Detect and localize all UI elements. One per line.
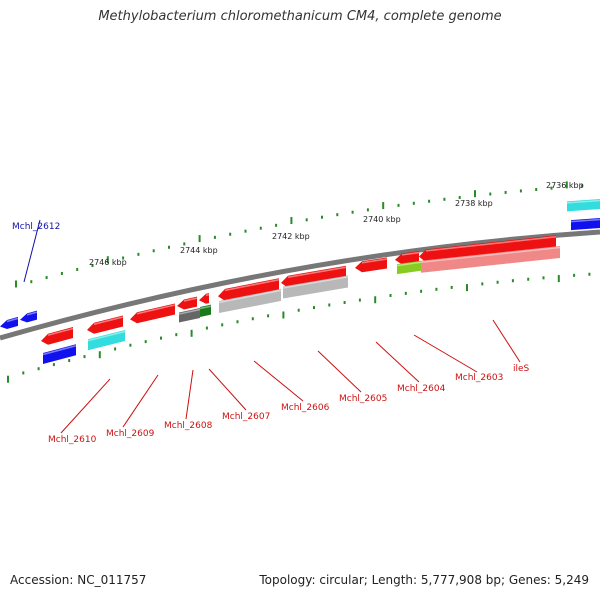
gene-arrow-forward	[177, 296, 197, 310]
gene-arrow-forward-highlight	[361, 258, 388, 264]
gene-arrow-forward	[419, 235, 556, 263]
genome-backbone	[0, 229, 600, 341]
gene-block-light-gray-highlight	[282, 276, 349, 289]
leader-line	[208, 368, 247, 411]
gene-label-mchl-2608: Mchl_2608	[164, 421, 213, 431]
gene-arrow-forward-highlight	[287, 266, 347, 278]
kbp-label: 2736 kbp	[546, 181, 584, 190]
gene-block-cyan	[88, 330, 125, 351]
gene-arrow-forward	[218, 278, 279, 301]
gene-block-dark-gray	[179, 308, 200, 323]
gene-block-reverse-highlight	[570, 218, 600, 223]
gene-label-mchl-2607: Mchl_2607	[222, 412, 270, 422]
gene-arrow-forward-highlight	[183, 297, 198, 302]
gene-arrow-reverse-highlight	[26, 311, 38, 316]
gene-arrow-forward-highlight	[47, 327, 74, 336]
gene-block-green-highlight	[199, 305, 212, 310]
kbp-label: 2742 kbp	[272, 232, 310, 241]
gene-block-lime	[397, 260, 421, 275]
gene-label-iles: ileS	[513, 364, 530, 374]
gene-features	[0, 199, 600, 365]
gene-block-light-gray	[283, 275, 348, 299]
gene-block-reverse-highlight	[42, 345, 77, 356]
gene-label-mchl-2609: Mchl_2609	[106, 429, 155, 439]
gene-block-pink-highlight	[420, 246, 561, 264]
leader-line	[375, 341, 420, 383]
leader-line	[60, 378, 111, 434]
gene-arrow-forward-highlight	[136, 304, 176, 315]
leader-line	[317, 350, 362, 393]
gene-arrow-forward	[395, 251, 419, 265]
gene-arrow-reverse-highlight	[6, 317, 19, 323]
gene-arrow-forward-highlight	[401, 251, 420, 256]
gene-label-mchl-2612: Mchl_2612	[12, 222, 60, 232]
genome-summary-text: Topology: circular; Length: 5,777,908 bp…	[259, 573, 589, 587]
gene-arrow-forward-highlight	[425, 236, 557, 252]
kbp-labels: 2736 kbp 2738 kbp 2740 kbp 2742 kbp 2744…	[89, 181, 584, 267]
gene-block-lime-highlight	[396, 261, 422, 267]
gene-labels: Mchl_2612 Mchl_2610 Mchl_2609 Mchl_2608 …	[12, 222, 530, 445]
gene-block-cyan-highlight	[566, 199, 600, 204]
gene-block-reverse	[43, 344, 76, 365]
gene-arrow-forward	[87, 315, 123, 334]
leader-line	[23, 219, 41, 283]
leader-line	[492, 319, 521, 363]
gene-block-green	[200, 304, 211, 317]
kbp-label: 2744 kbp	[180, 246, 218, 255]
gene-label-mchl-2603: Mchl_2603	[455, 373, 503, 383]
gene-label-mchl-2604: Mchl_2604	[397, 384, 446, 394]
gene-block-cyan-highlight	[87, 330, 126, 342]
gene-block-reverse	[571, 218, 600, 231]
gene-block-light-gray	[219, 288, 281, 314]
gene-block-cyan	[567, 199, 600, 212]
kbp-label: 2740 kbp	[363, 215, 401, 224]
gene-arrow-forward-highlight	[224, 279, 280, 292]
gene-label-mchl-2605: Mchl_2605	[339, 394, 387, 404]
gene-arrow-forward	[130, 303, 175, 324]
gene-arrow-forward	[41, 327, 73, 345]
leader-line	[413, 334, 478, 373]
gene-block-light-gray-highlight	[218, 289, 282, 304]
gene-arrow-reverse	[20, 310, 37, 323]
gene-label-mchl-2610: Mchl_2610	[48, 435, 97, 445]
leader-lines	[23, 219, 521, 434]
gene-arrow-forward-highlight	[205, 293, 210, 296]
gene-arrow-forward	[355, 257, 387, 273]
gene-arrow-forward	[281, 265, 346, 288]
kbp-label: 2738 kbp	[455, 199, 493, 208]
tick-marks	[7, 181, 591, 383]
leader-line	[185, 369, 194, 420]
gene-block-pink	[421, 245, 560, 273]
gene-arrow-forward	[199, 293, 209, 304]
gene-label-mchl-2606: Mchl_2606	[281, 403, 330, 413]
gene-arrow-forward-highlight	[93, 316, 124, 325]
map-title: Methylobacterium chloromethanicum CM4, c…	[98, 9, 502, 24]
accession-text: Accession: NC_011757	[10, 573, 147, 587]
gene-block-dark-gray-highlight	[178, 308, 201, 315]
kbp-label: 2746 kbp	[89, 258, 127, 267]
leader-line	[122, 374, 159, 428]
gene-arrow-reverse	[0, 316, 18, 330]
leader-line	[253, 360, 304, 402]
